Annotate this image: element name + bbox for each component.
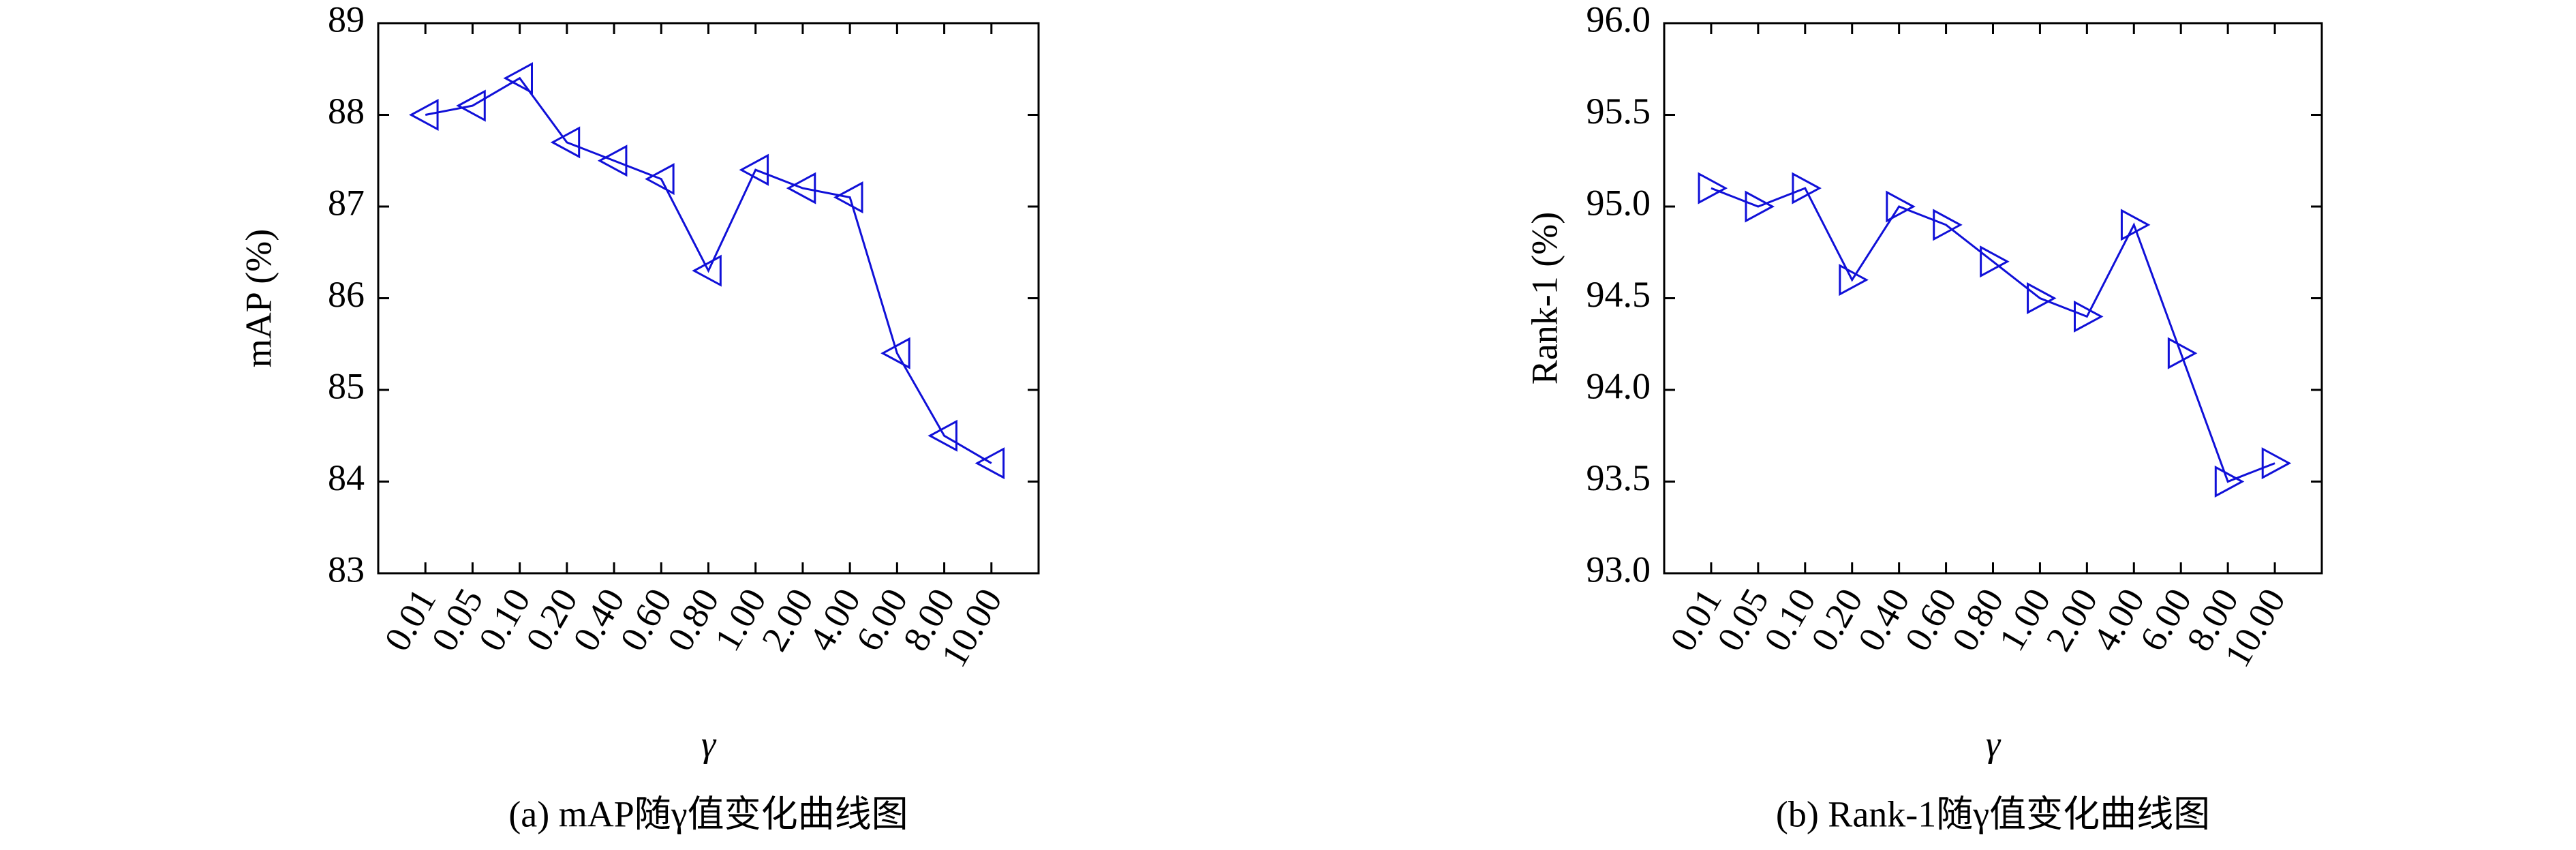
data-marker: [550, 126, 581, 159]
data-marker: [456, 89, 486, 122]
y-tick-label: 95.5: [1586, 91, 1651, 132]
data-marker: [1980, 245, 2010, 278]
y-axis-label: Rank-1 (%): [1524, 212, 1565, 384]
plot-frame: [377, 22, 1040, 575]
data-marker: [880, 337, 910, 369]
y-tick-label: 89: [328, 0, 365, 40]
x-axis-label: γ: [701, 723, 717, 764]
data-marker: [409, 98, 439, 132]
y-tick-label: 86: [328, 274, 365, 315]
y-tick-label: 84: [328, 457, 365, 498]
y-tick-label: 93.0: [1586, 549, 1651, 590]
data-marker: [1933, 209, 1963, 241]
y-tick-label: 94.5: [1586, 274, 1651, 315]
data-line: [425, 76, 992, 464]
data-marker: [2214, 465, 2245, 498]
data-marker: [786, 172, 816, 204]
y-tick-label: 94.0: [1586, 365, 1651, 406]
data-marker: [975, 447, 1005, 480]
x-axis-label: γ: [1986, 723, 2002, 764]
data-marker: [503, 62, 533, 95]
data-marker: [1792, 172, 1822, 204]
y-axis-label: mAP (%): [238, 229, 279, 367]
data-marker: [597, 145, 628, 177]
data-marker: [2261, 447, 2292, 480]
y-tick-label: 93.5: [1586, 457, 1651, 498]
data-marker: [927, 419, 957, 452]
data-line: [1711, 187, 2275, 483]
data-marker: [2074, 300, 2104, 333]
y-tick-label: 83: [328, 549, 365, 590]
data-marker: [1698, 172, 1728, 204]
data-marker: [1886, 190, 1916, 223]
data-marker: [2027, 282, 2057, 315]
data-marker: [692, 254, 722, 287]
data-marker: [645, 163, 675, 196]
caption: (a) mAP随γ值变化曲线图: [508, 793, 908, 834]
data-marker: [1745, 190, 1775, 223]
y-tick-label: 88: [328, 91, 365, 132]
y-tick-label: 96.0: [1586, 0, 1651, 40]
y-tick-label: 85: [328, 365, 365, 406]
caption: (b) Rank-1随γ值变化曲线图: [1776, 793, 2210, 834]
data-marker: [2167, 337, 2198, 369]
y-tick-label: 95.0: [1586, 182, 1651, 223]
data-marker: [2120, 209, 2151, 241]
data-marker: [833, 181, 863, 214]
data-marker: [1839, 264, 1869, 297]
data-marker: [739, 153, 769, 186]
y-tick-label: 87: [328, 182, 365, 223]
